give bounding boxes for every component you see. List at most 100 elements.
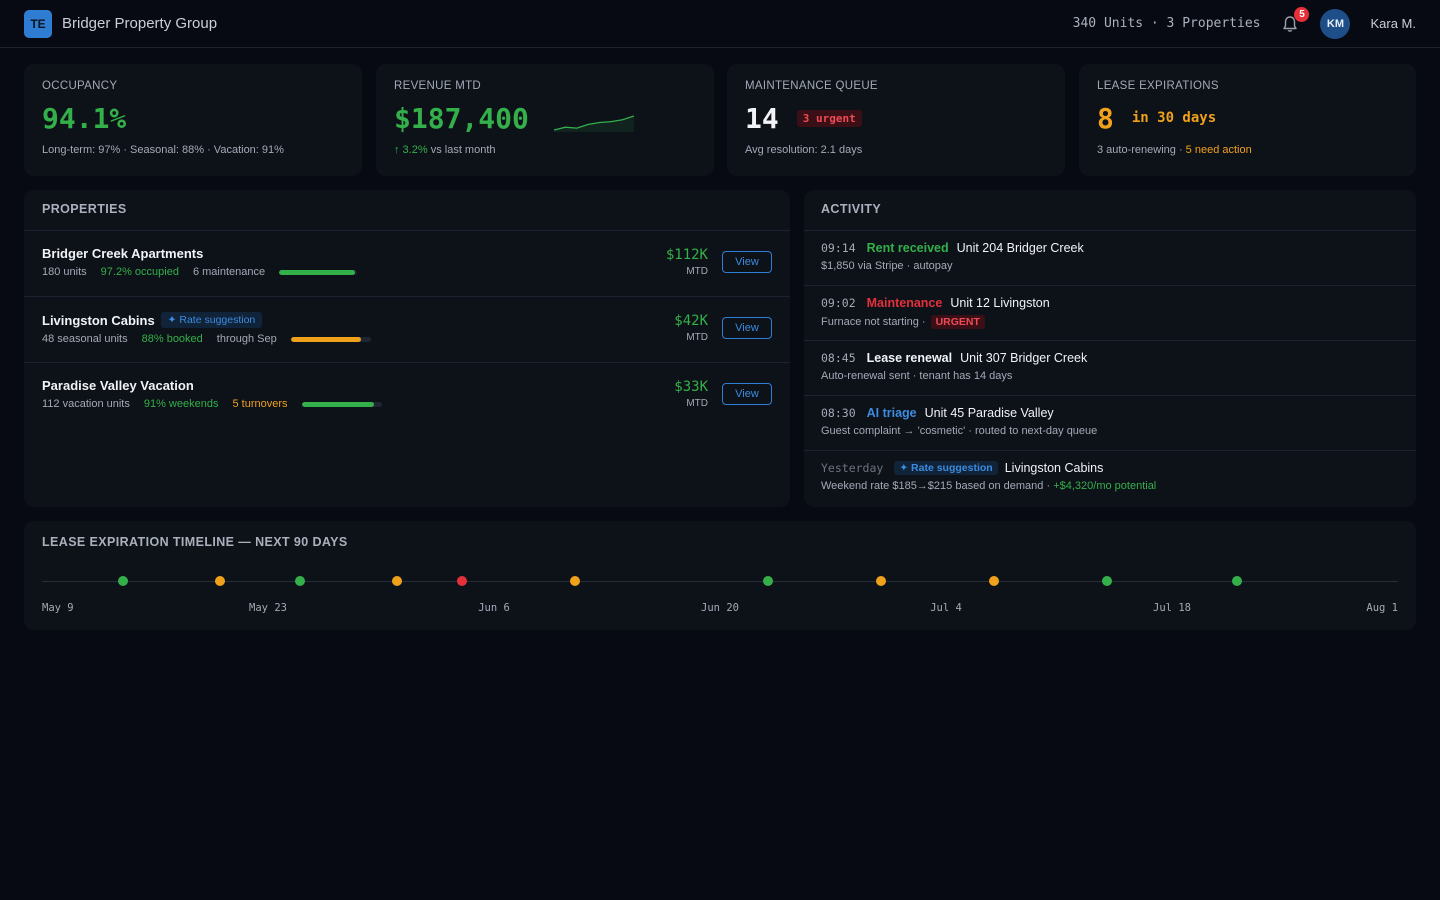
lease-expiration-dot-ok[interactable]: [295, 576, 306, 586]
booking-progress-bar: [290, 336, 371, 342]
urgent-badge: URGENT: [930, 315, 985, 329]
view-property-button[interactable]: View: [722, 251, 772, 273]
activity-item[interactable]: 08:30 AI triage Unit 45 Paradise Valley …: [804, 396, 1416, 451]
urgent-count-badge: 3 urgent: [796, 109, 862, 127]
property-booked: 88% booked: [141, 333, 203, 345]
activity-target: Unit 45 Paradise Valley: [924, 406, 1054, 420]
property-row: Paradise Valley Vacation 112 vacation un…: [24, 363, 790, 429]
rate-suggestion-badge: ✦ Rate suggestion: [894, 461, 998, 475]
maintenance-label: MAINTENANCE QUEUE: [745, 80, 878, 92]
lease-expirations-label: LEASE EXPIRATIONS: [1097, 80, 1219, 92]
revenue-label: REVENUE MTD: [394, 80, 482, 92]
lease-expiration-dot-ok[interactable]: [117, 576, 128, 586]
property-row: Bridger Creek Apartments 180 units 97.2%…: [24, 231, 790, 297]
activity-item[interactable]: 08:45 Lease renewal Unit 307 Bridger Cre…: [804, 341, 1416, 396]
lease-expirations-value: 8: [1097, 101, 1114, 135]
property-row: Livingston Cabins ✦ Rate suggestion 48 s…: [24, 297, 790, 363]
weekend-progress-bar: [301, 401, 382, 407]
lease-expiration-dot-ok[interactable]: [1102, 576, 1113, 586]
lease-expiration-dot-pending[interactable]: [214, 576, 225, 586]
rate-suggestion-badge[interactable]: ✦ Rate suggestion: [160, 312, 263, 328]
activity-time: 09:02: [821, 296, 856, 310]
units-summary: 340 Units · 3 Properties: [1072, 16, 1261, 31]
property-revenue: $33K: [674, 379, 708, 395]
activity-target: Unit 12 Livingston: [950, 296, 1050, 310]
activity-detail: Auto-renewal sent · tenant has 14 days: [821, 370, 1013, 382]
timeline-date-label: Aug 1: [1366, 602, 1398, 614]
notifications-button[interactable]: 5: [1280, 6, 1310, 34]
activity-type: Lease renewal: [866, 351, 953, 365]
occupancy-card: OCCUPANCY 94.1% Long-term: 97% · Seasona…: [24, 64, 362, 176]
property-revenue: $42K: [674, 313, 708, 329]
progress-fill: [279, 269, 355, 275]
lease-expiration-dot-pending[interactable]: [392, 576, 403, 586]
activity-type: Maintenance: [866, 296, 943, 310]
property-period: MTD: [686, 266, 708, 277]
revenue-change: ↑ 3.2%: [394, 144, 428, 156]
activity-time: Yesterday: [821, 461, 884, 475]
properties-panel: PROPERTIES Bridger Creek Apartments 180 …: [24, 190, 790, 507]
lease-expirations-card: LEASE EXPIRATIONS 8 in 30 days 3 auto-re…: [1079, 64, 1416, 176]
lease-expiration-dot-pending[interactable]: [569, 576, 580, 586]
occupancy-label: OCCUPANCY: [42, 80, 118, 92]
activity-time: 08:45: [821, 351, 856, 365]
activity-item[interactable]: 09:14 Rent received Unit 204 Bridger Cre…: [804, 231, 1416, 286]
timeline-date-label: May 9: [42, 602, 74, 614]
activity-target: Unit 307 Bridger Creek: [960, 351, 1088, 365]
property-name: Bridger Creek Apartments: [42, 246, 204, 261]
timeline-date-label: Jun 6: [478, 602, 510, 614]
activity-detail: Weekend rate $185→$215 based on demand ·: [821, 480, 1051, 492]
revenue-change-suffix: vs last month: [427, 144, 496, 156]
property-maintenance: 6 maintenance: [192, 266, 266, 278]
need-action-text: 5 need action: [1185, 144, 1252, 156]
activity-target: Livingston Cabins: [1004, 461, 1104, 475]
lease-expirations-breakdown: 3 auto-renewing · 5 need action: [1097, 144, 1398, 156]
revenue-change-line: ↑ 3.2% vs last month: [394, 144, 696, 156]
top-bar: TE Bridger Property Group 340 Units · 3 …: [0, 0, 1440, 48]
app-logo[interactable]: TE: [24, 9, 52, 38]
revenue-value: $187,400: [394, 101, 529, 135]
property-weekends: 91% weekends: [143, 398, 219, 410]
activity-detail: Furnace not starting ·: [821, 316, 926, 328]
timeline-heading: LEASE EXPIRATION TIMELINE — NEXT 90 DAYS: [42, 535, 348, 549]
maintenance-resolution: Avg resolution: 2.1 days: [745, 144, 863, 156]
lease-timeline-panel: LEASE EXPIRATION TIMELINE — NEXT 90 DAYS…: [24, 521, 1416, 630]
maintenance-value: 14: [745, 101, 779, 135]
activity-heading: ACTIVITY: [804, 190, 1416, 231]
revenue-potential: +$4,320/mo potential: [1053, 480, 1157, 492]
lease-expiration-dot-pending[interactable]: [989, 576, 1000, 586]
property-period: MTD: [686, 398, 708, 409]
property-name: Paradise Valley Vacation: [42, 378, 194, 393]
activity-type: AI triage: [866, 406, 917, 420]
activity-item[interactable]: Yesterday ✦ Rate suggestion Livingston C…: [804, 451, 1416, 506]
activity-time: 08:30: [821, 406, 856, 420]
maintenance-card: MAINTENANCE QUEUE 14 3 urgent Avg resolu…: [727, 64, 1065, 176]
lease-expiration-dot-ok[interactable]: [1231, 576, 1242, 586]
bell-icon: [1283, 15, 1298, 32]
lease-expirations-window: in 30 days: [1131, 110, 1217, 126]
activity-type: Rent received: [866, 241, 949, 255]
activity-target: Unit 204 Bridger Creek: [956, 241, 1084, 255]
property-revenue: $112K: [665, 247, 708, 263]
property-units: 180 units: [42, 266, 87, 278]
app-title: Bridger Property Group: [62, 15, 218, 32]
user-avatar[interactable]: KM: [1320, 8, 1351, 39]
lease-expiration-dot-urgent[interactable]: [456, 576, 467, 586]
lease-expiration-dot-ok[interactable]: [763, 576, 774, 586]
occupancy-breakdown: Long-term: 97% · Seasonal: 88% · Vacatio…: [42, 144, 284, 156]
progress-fill: [290, 336, 362, 342]
activity-item[interactable]: 09:02 Maintenance Unit 12 Livingston Fur…: [804, 286, 1416, 341]
revenue-card: REVENUE MTD $187,400 ↑ 3.2% vs last mont…: [376, 64, 714, 176]
timeline-date-label: Jul 18: [1153, 602, 1191, 614]
activity-time: 09:14: [821, 241, 856, 255]
notification-count-badge: 5: [1294, 6, 1310, 22]
property-period: MTD: [686, 332, 708, 343]
properties-heading: PROPERTIES: [24, 190, 790, 231]
property-name: Livingston Cabins: [42, 312, 155, 328]
lease-expiration-dot-pending[interactable]: [876, 576, 887, 586]
view-property-button[interactable]: View: [722, 317, 772, 339]
view-property-button[interactable]: View: [722, 383, 772, 405]
user-name[interactable]: Kara M.: [1370, 16, 1416, 31]
activity-panel: ACTIVITY 09:14 Rent received Unit 204 Br…: [804, 190, 1416, 507]
auto-renewing-text: 3 auto-renewing ·: [1097, 144, 1186, 156]
